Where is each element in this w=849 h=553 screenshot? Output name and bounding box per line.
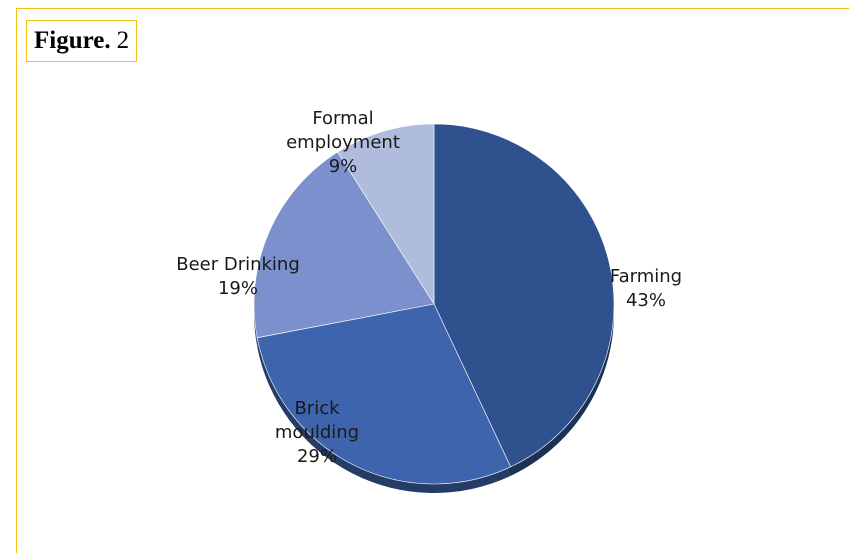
slice-percent-3: 9% — [329, 156, 358, 177]
slice-name-1-0: Brick — [294, 398, 340, 419]
slice-name-3-1: employment — [286, 132, 400, 153]
pie-labels: Farming 43% Brick moulding 29% Beer Drinking 1… — [176, 108, 682, 467]
pie-slice-formal-employment — [337, 123, 435, 306]
slice-name-3-0: Formal — [312, 108, 373, 129]
pie-slice-beer-drinking — [253, 151, 435, 339]
pie-slice-farming — [433, 123, 615, 468]
slice-label-1: Brick moulding 29% — [275, 398, 359, 467]
figure-caption-prefix: Figure. — [34, 27, 111, 54]
pie-slice-brick-moulding — [256, 303, 512, 485]
slice-percent-1: 29% — [297, 446, 337, 467]
slice-label-0: Farming 43% — [610, 266, 682, 311]
slice-percent-2: 19% — [218, 278, 258, 299]
slice-name-0-0: Farming — [610, 266, 682, 287]
slice-label-3: Formal employment 9% — [286, 108, 400, 177]
slice-name-1-1: moulding — [275, 422, 359, 443]
figure-caption-number: 2 — [116, 27, 130, 54]
figure-caption: Figure. 2 — [26, 20, 138, 62]
slice-label-2: Beer Drinking 19% — [176, 254, 300, 299]
slice-name-2-0: Beer Drinking — [176, 254, 300, 275]
figure-frame — [16, 8, 849, 553]
pie-slices — [253, 123, 615, 485]
slice-percent-0: 43% — [626, 290, 666, 311]
